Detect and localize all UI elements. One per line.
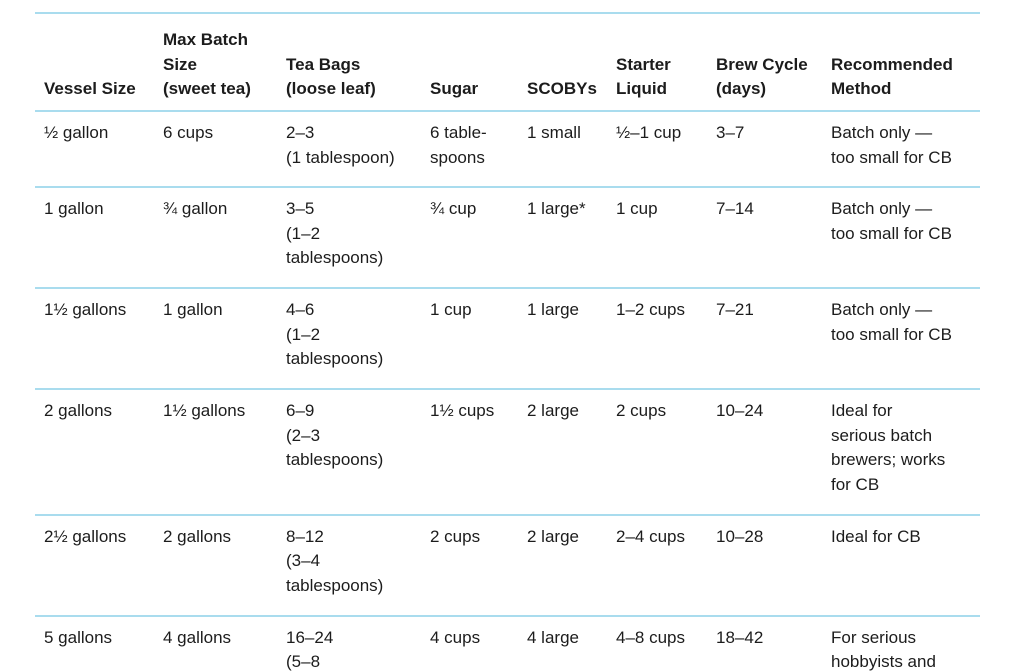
table-cell: 5 gallons	[44, 627, 113, 647]
table-cell: 2 large	[527, 526, 579, 546]
table-body: ½ gallon 6 cups 2–3 (1 tablespoon) 6 table-…	[35, 111, 980, 671]
table-cell: 2½ gallons	[44, 526, 127, 546]
table-cell: 2 gallons	[163, 526, 232, 546]
table-cell: Batch only — too small for CB	[831, 122, 952, 167]
column-header: Brew Cycle (days)	[716, 54, 808, 99]
vessel-size-table: Vessel Size Max Batch Size (sweet tea) Tea…	[35, 12, 980, 671]
table-cell: 1 gallon	[44, 199, 104, 219]
table-cell: Ideal for serious batch brewers; works f…	[831, 401, 946, 494]
table-cell: 1½ gallons	[44, 300, 127, 320]
table-cell: 18–42	[716, 627, 764, 647]
table-cell: ¾ cup	[430, 199, 477, 219]
table-cell: 2–3 (1 tablespoon)	[286, 122, 395, 167]
column-header: Starter Liquid	[616, 54, 671, 99]
table-row: 1½ gallons 1 gallon 4–6 (1–2 tablespoons) 1…	[35, 288, 980, 390]
table-cell: 10–24	[716, 401, 764, 421]
table-cell: 4–8 cups	[616, 627, 685, 647]
table-cell: 4 large	[527, 627, 579, 647]
table-cell: Batch only — too small for CB	[831, 199, 952, 243]
table-cell: ½ gallon	[44, 122, 109, 142]
table-row: ½ gallon 6 cups 2–3 (1 tablespoon) 6 table-…	[35, 111, 980, 188]
table-cell: 2 gallons	[44, 401, 113, 421]
table-cell: Batch only — too small for CB	[831, 300, 952, 344]
table-cell: 6 cups	[163, 122, 214, 142]
table-cell: 1 cup	[616, 199, 658, 219]
table-cell: 1 large*	[527, 199, 586, 219]
table-row: 2 gallons 1½ gallons 6–9 (2–3 tablespoons)…	[35, 389, 980, 515]
column-header: SCOBYs	[527, 79, 597, 99]
table-cell: 1 large	[527, 300, 579, 320]
table-row: 1 gallon ¾ gallon 3–5 (1–2 tablespoons) ¾ c…	[35, 187, 980, 289]
table-row: 2½ gallons 2 gallons 8–12 (3–4 tablespoons…	[35, 515, 980, 616]
table-row: 5 gallons 4 gallons 16–24 (5–8 tablespoons…	[35, 616, 980, 671]
table-cell: 1 cup	[430, 300, 472, 320]
column-header: Vessel Size	[44, 79, 136, 99]
table-cell: ½–1 cup	[616, 122, 682, 142]
table-cell: For serious hobbyists and homebrewers	[831, 627, 936, 671]
table-cell: 4–6 (1–2 tablespoons)	[286, 300, 384, 369]
table-cell: 3–5 (1–2 tablespoons)	[286, 199, 384, 268]
table-cell: 4 cups	[430, 627, 481, 647]
table-cell: 2–4 cups	[616, 526, 685, 546]
table-cell: 7–14	[716, 199, 754, 219]
table-cell: 1 small	[527, 122, 581, 142]
table-cell: 1½ gallons	[163, 401, 246, 421]
table-cell: 4 gallons	[163, 627, 232, 647]
table-cell: 3–7	[716, 122, 745, 142]
table-cell: 6–9 (2–3 tablespoons)	[286, 401, 384, 470]
table-cell: 2 cups	[616, 401, 667, 421]
table-cell: 1–2 cups	[616, 300, 685, 320]
header-row: Vessel Size Max Batch Size (sweet tea) Tea…	[35, 13, 980, 111]
column-header: Sugar	[430, 79, 479, 99]
table-cell: 7–21	[716, 300, 754, 320]
table-cell: ¾ gallon	[163, 199, 228, 219]
table-cell: 10–28	[716, 526, 764, 546]
column-header: Tea Bags (loose leaf)	[286, 54, 376, 99]
table-cell: 8–12 (3–4 tablespoons)	[286, 526, 384, 595]
table-cell: 1½ cups	[430, 401, 495, 421]
table-cell: 2 large	[527, 401, 579, 421]
table-cell: 6 table- spoons	[430, 122, 487, 167]
table-cell: 1 gallon	[163, 300, 223, 320]
table-cell: 16–24 (5–8 tablespoons)	[286, 627, 334, 671]
table-cell: 2 cups	[430, 526, 481, 546]
table-cell: Ideal for CB	[831, 526, 921, 546]
column-header: Max Batch Size (sweet tea)	[163, 30, 251, 99]
column-header: Recommended Method	[831, 54, 953, 99]
